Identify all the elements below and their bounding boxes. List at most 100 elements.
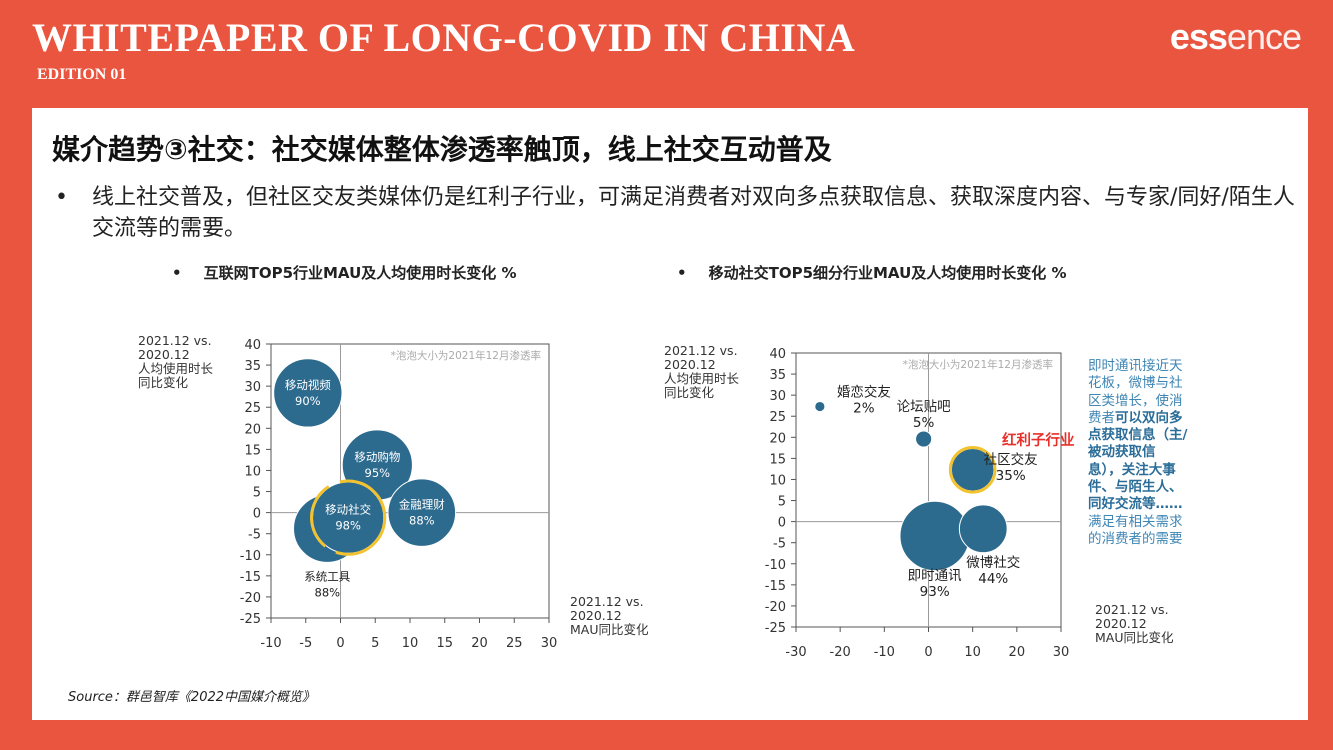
bubble-婚恋交友 — [814, 400, 826, 413]
bubble-value: 88% — [409, 514, 435, 528]
y-tick-label: 20 — [244, 422, 261, 437]
x-tick-label: -30 — [785, 645, 806, 660]
bubble-label: 社区交友 — [984, 451, 1038, 468]
y-axis-label: 2021.12 vs. — [138, 333, 212, 348]
y-tick-label: 25 — [244, 401, 261, 416]
bubble-label: 移动视频 — [285, 378, 331, 392]
bubble-label: 移动社交 — [325, 503, 371, 517]
x-tick-label: 30 — [1053, 645, 1070, 660]
chart1-title: • 互联网TOP5行业MAU及人均使用时长变化 % — [172, 262, 517, 283]
highlight-ring — [948, 445, 997, 494]
y-tick-label: -10 — [765, 558, 786, 573]
y-axis-label: 2020.12 — [664, 357, 716, 372]
x-tick-label: 5 — [371, 636, 379, 651]
y-tick-label: 40 — [769, 347, 786, 362]
bubble-value: 5% — [913, 415, 935, 431]
y-tick-label: 35 — [244, 359, 261, 374]
y-tick-label: -5 — [248, 528, 261, 543]
bubble-value: 90% — [295, 394, 321, 408]
y-axis-label: 同比变化 — [664, 385, 715, 400]
y-tick-label: 15 — [244, 443, 261, 458]
y-tick-label: 25 — [769, 410, 786, 425]
bubble-label: 论坛贴吧 — [897, 399, 951, 415]
y-tick-label: 0 — [253, 507, 261, 522]
x-tick-label: 20 — [1009, 645, 1026, 660]
x-axis-label: 2020.12 — [570, 608, 622, 623]
y-tick-label: -5 — [773, 537, 786, 552]
bubble-微博社交 — [958, 504, 1008, 554]
bubble-label: 金融理财 — [399, 498, 445, 512]
x-tick-label: 30 — [541, 636, 558, 651]
x-tick-label: -20 — [830, 645, 851, 660]
y-tick-label: 15 — [769, 452, 786, 467]
note-part2: 可以双向多点获取信息（主/被动获取信息），关注大事件、与陌生人、同好交流等…… — [1088, 409, 1188, 513]
bubble-value: 98% — [335, 519, 361, 533]
x-axis-label: 2020.12 — [1095, 616, 1147, 631]
y-tick-label: -15 — [240, 570, 261, 585]
bubble-value: 93% — [920, 584, 950, 600]
bubble-论坛贴吧 — [915, 430, 933, 448]
bubble-label: 系统工具 — [304, 570, 350, 584]
chart2-title-text: 移动社交TOP5细分行业MAU及人均使用时长变化 % — [708, 264, 1067, 282]
bullet-marker: • — [55, 185, 68, 210]
edition-label: EDITION 01 — [37, 66, 127, 83]
y-tick-label: 10 — [769, 473, 786, 488]
y-tick-label: -20 — [765, 600, 786, 615]
bubble-即时通讯 — [899, 500, 970, 572]
y-axis-label: 2021.12 vs. — [664, 343, 738, 358]
y-tick-label: 5 — [253, 486, 261, 501]
bubble-移动视频 — [273, 358, 343, 428]
note-part1: 即时通讯接近天花板，微博与社区类增长，使消费者 — [1088, 358, 1183, 426]
source-note: Source：群邑智库《2022中国媒介概览》 — [68, 690, 316, 705]
bubble-value: 2% — [853, 401, 875, 417]
y-tick-label: 20 — [769, 431, 786, 446]
y-tick-label: 10 — [244, 464, 261, 479]
bubble-label: 即时通讯 — [908, 568, 962, 584]
logo-light: ence — [1226, 16, 1302, 57]
bubble-value: 88% — [315, 586, 341, 600]
y-tick-label: 40 — [244, 338, 261, 353]
essence-logo: essence — [1169, 16, 1302, 58]
y-tick-label: -10 — [240, 549, 261, 564]
bubble-label: 婚恋交友 — [837, 384, 891, 401]
y-axis-label: 人均使用时长 — [664, 371, 740, 386]
x-tick-label: 0 — [924, 645, 932, 660]
logo-bold: ess — [1169, 16, 1228, 57]
y-tick-label: -20 — [240, 591, 261, 606]
content-panel — [32, 108, 1308, 720]
x-tick-label: 0 — [336, 636, 344, 651]
y-tick-label: 0 — [778, 516, 786, 531]
y-tick-label: 30 — [244, 380, 261, 395]
bubble-value: 95% — [365, 466, 391, 480]
x-axis-label: MAU同比变化 — [1095, 630, 1174, 645]
x-tick-label: 15 — [436, 636, 453, 651]
y-tick-label: -25 — [240, 612, 261, 627]
x-tick-label: 10 — [964, 645, 981, 660]
bullet-marker: • — [677, 264, 687, 282]
x-tick-label: 20 — [471, 636, 488, 651]
bullet-text: 线上社交普及，但社区交友类媒体仍是红利子行业，可满足消费者对双向多点获取信息、获… — [92, 185, 1295, 241]
y-tick-label: 5 — [778, 495, 786, 510]
y-axis-label: 2020.12 — [138, 347, 190, 362]
x-axis-label: MAU同比变化 — [570, 622, 649, 637]
highlight-ring — [310, 479, 387, 556]
bubble-金融理财 — [387, 478, 457, 547]
x-tick-label: -10 — [260, 636, 281, 651]
red-dividend-annotation: 红利子行业 — [1002, 431, 1075, 449]
x-tick-label: -10 — [874, 645, 895, 660]
bubble-value: 44% — [978, 571, 1008, 587]
x-tick-label: 25 — [506, 636, 523, 651]
bubble-size-note: *泡泡大小为2021年12月渗透率 — [391, 349, 541, 362]
y-axis-label: 人均使用时长 — [138, 361, 214, 376]
chart2-title: • 移动社交TOP5细分行业MAU及人均使用时长变化 % — [677, 262, 1067, 283]
x-axis-label: 2021.12 vs. — [1095, 602, 1169, 617]
y-axis-label: 同比变化 — [138, 375, 189, 390]
bubble-label: 微博社交 — [966, 554, 1020, 571]
bubble-value: 35% — [996, 468, 1026, 484]
x-tick-label: -5 — [299, 636, 312, 651]
bubble-size-note: *泡泡大小为2021年12月渗透率 — [903, 358, 1053, 371]
report-title: WHITEPAPER OF LONG-COVID IN CHINA — [32, 15, 856, 60]
chart1-title-text: 互联网TOP5行业MAU及人均使用时长变化 % — [203, 264, 517, 282]
y-tick-label: 30 — [769, 389, 786, 404]
